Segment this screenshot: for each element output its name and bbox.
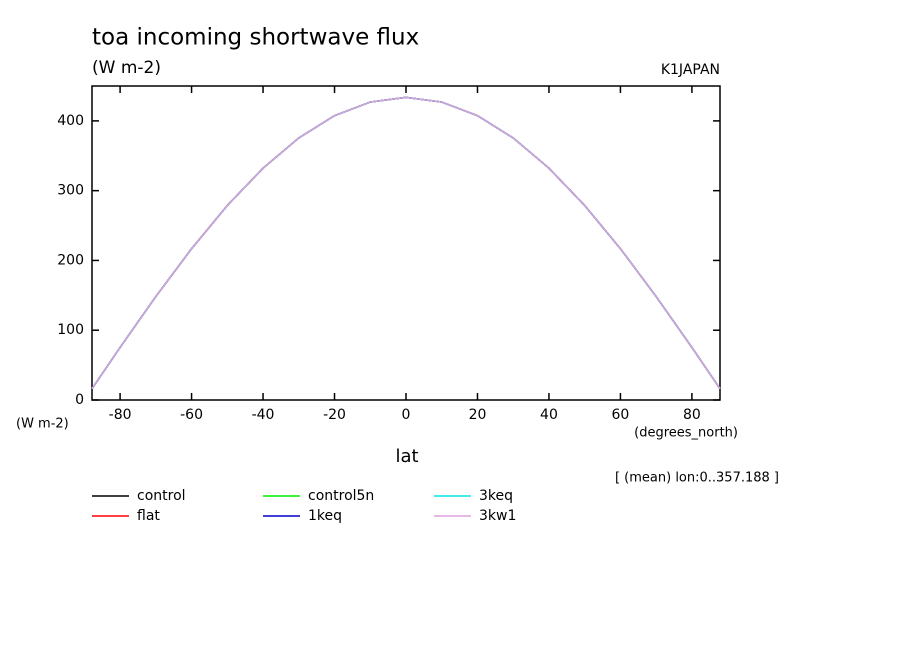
chart-title: toa incoming shortwave flux: [92, 25, 419, 51]
legend-label: 1keq: [308, 508, 342, 524]
legend-label: control5n: [308, 488, 374, 504]
legend-label: 3keq: [479, 488, 513, 504]
x-tick-label: 40: [540, 407, 558, 423]
x-tick-label: 0: [402, 407, 411, 423]
x-tick-label: -20: [323, 407, 346, 423]
series-line: [91, 96, 721, 390]
chart-subtitle: (W m-2): [92, 58, 161, 78]
source-label: K1JAPAN: [661, 62, 720, 78]
legend-label: 3kw1: [479, 508, 516, 524]
y-tick-label: 300: [57, 183, 84, 199]
series-line: [91, 96, 721, 390]
y-unit: (W m-2): [16, 417, 69, 432]
x-tick-label: 80: [683, 407, 701, 423]
y-tick-label: 100: [57, 322, 84, 338]
x-tick-label: -60: [180, 407, 203, 423]
plot-frame: [91, 85, 721, 401]
series-line: [91, 96, 721, 390]
note: [ (mean) lon:0..357.188 ]: [615, 471, 779, 486]
series-line: [91, 96, 721, 390]
x-axis-title: lat: [395, 446, 418, 467]
x-tick-label: -80: [109, 407, 132, 423]
x-tick-label: 60: [612, 407, 630, 423]
y-tick-label: 200: [57, 252, 84, 268]
x-tick-label: 20: [469, 407, 487, 423]
x-unit: (degrees_north): [634, 426, 738, 441]
legend-label: control: [137, 488, 186, 504]
series-line: [91, 96, 721, 390]
y-tick-label: 0: [75, 392, 84, 408]
series-line: [91, 96, 721, 390]
x-tick-label: -40: [252, 407, 275, 423]
y-tick-label: 400: [57, 113, 84, 129]
legend-label: flat: [137, 508, 160, 524]
